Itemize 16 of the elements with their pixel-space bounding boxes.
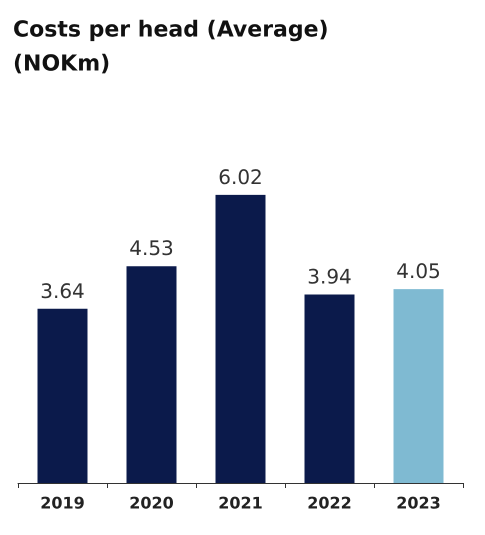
x-tick-label: 2023 xyxy=(396,494,441,512)
x-tick-label: 2020 xyxy=(129,494,174,512)
x-tick-label: 2022 xyxy=(307,494,352,512)
x-tick-label: 2021 xyxy=(218,494,263,512)
data-label: 3.64 xyxy=(40,278,85,303)
bar xyxy=(216,194,266,483)
data-label: 4.53 xyxy=(129,236,174,260)
bar xyxy=(394,289,444,483)
data-label: 4.05 xyxy=(396,259,441,284)
data-label: 6.02 xyxy=(218,164,263,189)
chart-title: Costs per head (Average) (NOKm) xyxy=(13,18,336,76)
bar xyxy=(38,308,88,483)
data-label: 3.94 xyxy=(307,264,352,288)
bar xyxy=(304,294,354,483)
bar xyxy=(126,266,176,483)
x-tick-label: 2019 xyxy=(40,494,85,512)
